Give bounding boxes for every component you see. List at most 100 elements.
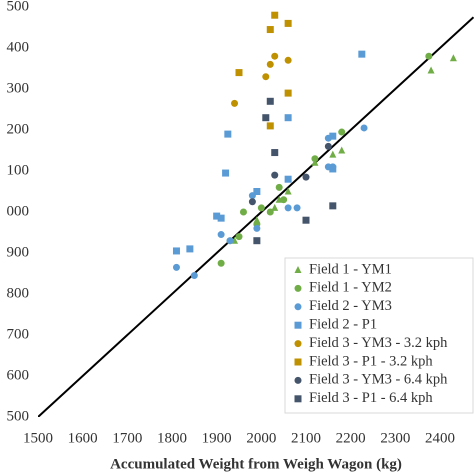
point (253, 237, 261, 245)
x-tick-label: 1800 (157, 430, 187, 446)
point (266, 208, 274, 216)
point (226, 237, 234, 245)
point (284, 175, 292, 183)
x-tick-label: 1600 (68, 430, 98, 446)
point (275, 183, 283, 191)
point (266, 122, 274, 130)
y-tick-label: 300 (7, 80, 30, 96)
point (329, 202, 337, 210)
point (266, 26, 274, 34)
legend-label: Field 3 - P1 - 3.2 kph (309, 353, 433, 369)
point (425, 52, 433, 60)
point (271, 52, 279, 60)
point (284, 89, 292, 97)
point (293, 204, 301, 212)
point (329, 132, 337, 140)
point (217, 259, 225, 267)
legend-label: Field 3 - YM3 - 3.2 kph (309, 335, 448, 351)
legend-marker (294, 395, 302, 403)
point (338, 128, 346, 136)
reference-line (38, 16, 474, 417)
x-tick-label: 2400 (425, 430, 455, 446)
point (186, 245, 194, 253)
x-tick-label: 1700 (112, 430, 142, 446)
x-tick-label: 2300 (380, 430, 410, 446)
point (302, 216, 310, 224)
x-axis-label: Accumulated Weight from Weigh Wagon (kg) (110, 456, 402, 472)
point (360, 124, 368, 132)
point (280, 196, 288, 204)
y-tick-label: 900 (7, 244, 30, 260)
legend-label: Field 3 - P1 - 6.4 kph (309, 390, 433, 406)
legend-marker (294, 284, 302, 292)
point (284, 204, 292, 212)
point (262, 73, 270, 81)
point (271, 171, 279, 179)
point (427, 66, 435, 74)
y-tick-label: 500 (7, 408, 30, 424)
point (239, 208, 247, 216)
y-tick-label: 200 (7, 121, 30, 137)
point (449, 54, 457, 62)
point (329, 150, 337, 158)
point (235, 233, 243, 241)
legend-label: Field 1 - YM2 (309, 280, 392, 296)
x-tick-label: 1500 (23, 430, 53, 446)
legend-label: Field 2 - P1 (309, 317, 377, 333)
point (324, 142, 332, 150)
point (172, 247, 180, 255)
y-tick-label: 000 (7, 203, 30, 219)
legend-label: Field 1 - YM1 (309, 261, 392, 277)
point (231, 99, 239, 107)
legend-marker (294, 303, 302, 311)
point (302, 173, 310, 181)
x-tick-label: 2000 (246, 430, 276, 446)
legend-marker (294, 266, 302, 273)
point (257, 204, 265, 212)
point (217, 214, 225, 222)
x-tick-label: 2100 (291, 430, 321, 446)
legend-label: Field 2 - YM3 (309, 298, 392, 314)
point (253, 188, 261, 195)
point (266, 97, 274, 105)
point (271, 149, 279, 157)
point (190, 272, 198, 280)
point (311, 158, 319, 166)
y-tick-label: 600 (7, 367, 30, 383)
point (213, 212, 221, 220)
point (284, 114, 292, 122)
point (271, 11, 279, 19)
point (217, 231, 225, 239)
legend-label: Field 3 - YM3 - 6.4 kph (309, 372, 448, 388)
point (253, 224, 261, 232)
point (271, 203, 279, 211)
y-tick-label: 700 (7, 326, 30, 342)
point (222, 169, 230, 177)
y-tick-label: 800 (7, 285, 30, 301)
point (235, 69, 243, 77)
legend-marker (294, 358, 302, 366)
legend-marker (294, 321, 302, 329)
point (284, 19, 292, 27)
y-tick-label: 400 (7, 39, 30, 55)
x-tick-label: 2200 (336, 430, 366, 446)
point (358, 50, 366, 58)
y-tick-label: 100 (7, 162, 30, 178)
point (224, 130, 232, 138)
point (172, 263, 180, 271)
plot-area (38, 11, 474, 417)
point (284, 187, 292, 195)
legend-box (284, 257, 474, 414)
legend-marker (294, 376, 302, 384)
x-tick-label: 1900 (202, 430, 232, 446)
point (338, 146, 346, 154)
legend-marker (294, 340, 302, 348)
y-tick-label: 500 (7, 0, 30, 14)
point (311, 155, 319, 163)
point (266, 60, 274, 68)
point (329, 165, 337, 173)
point (262, 114, 270, 122)
point (284, 56, 292, 64)
point (248, 198, 256, 206)
